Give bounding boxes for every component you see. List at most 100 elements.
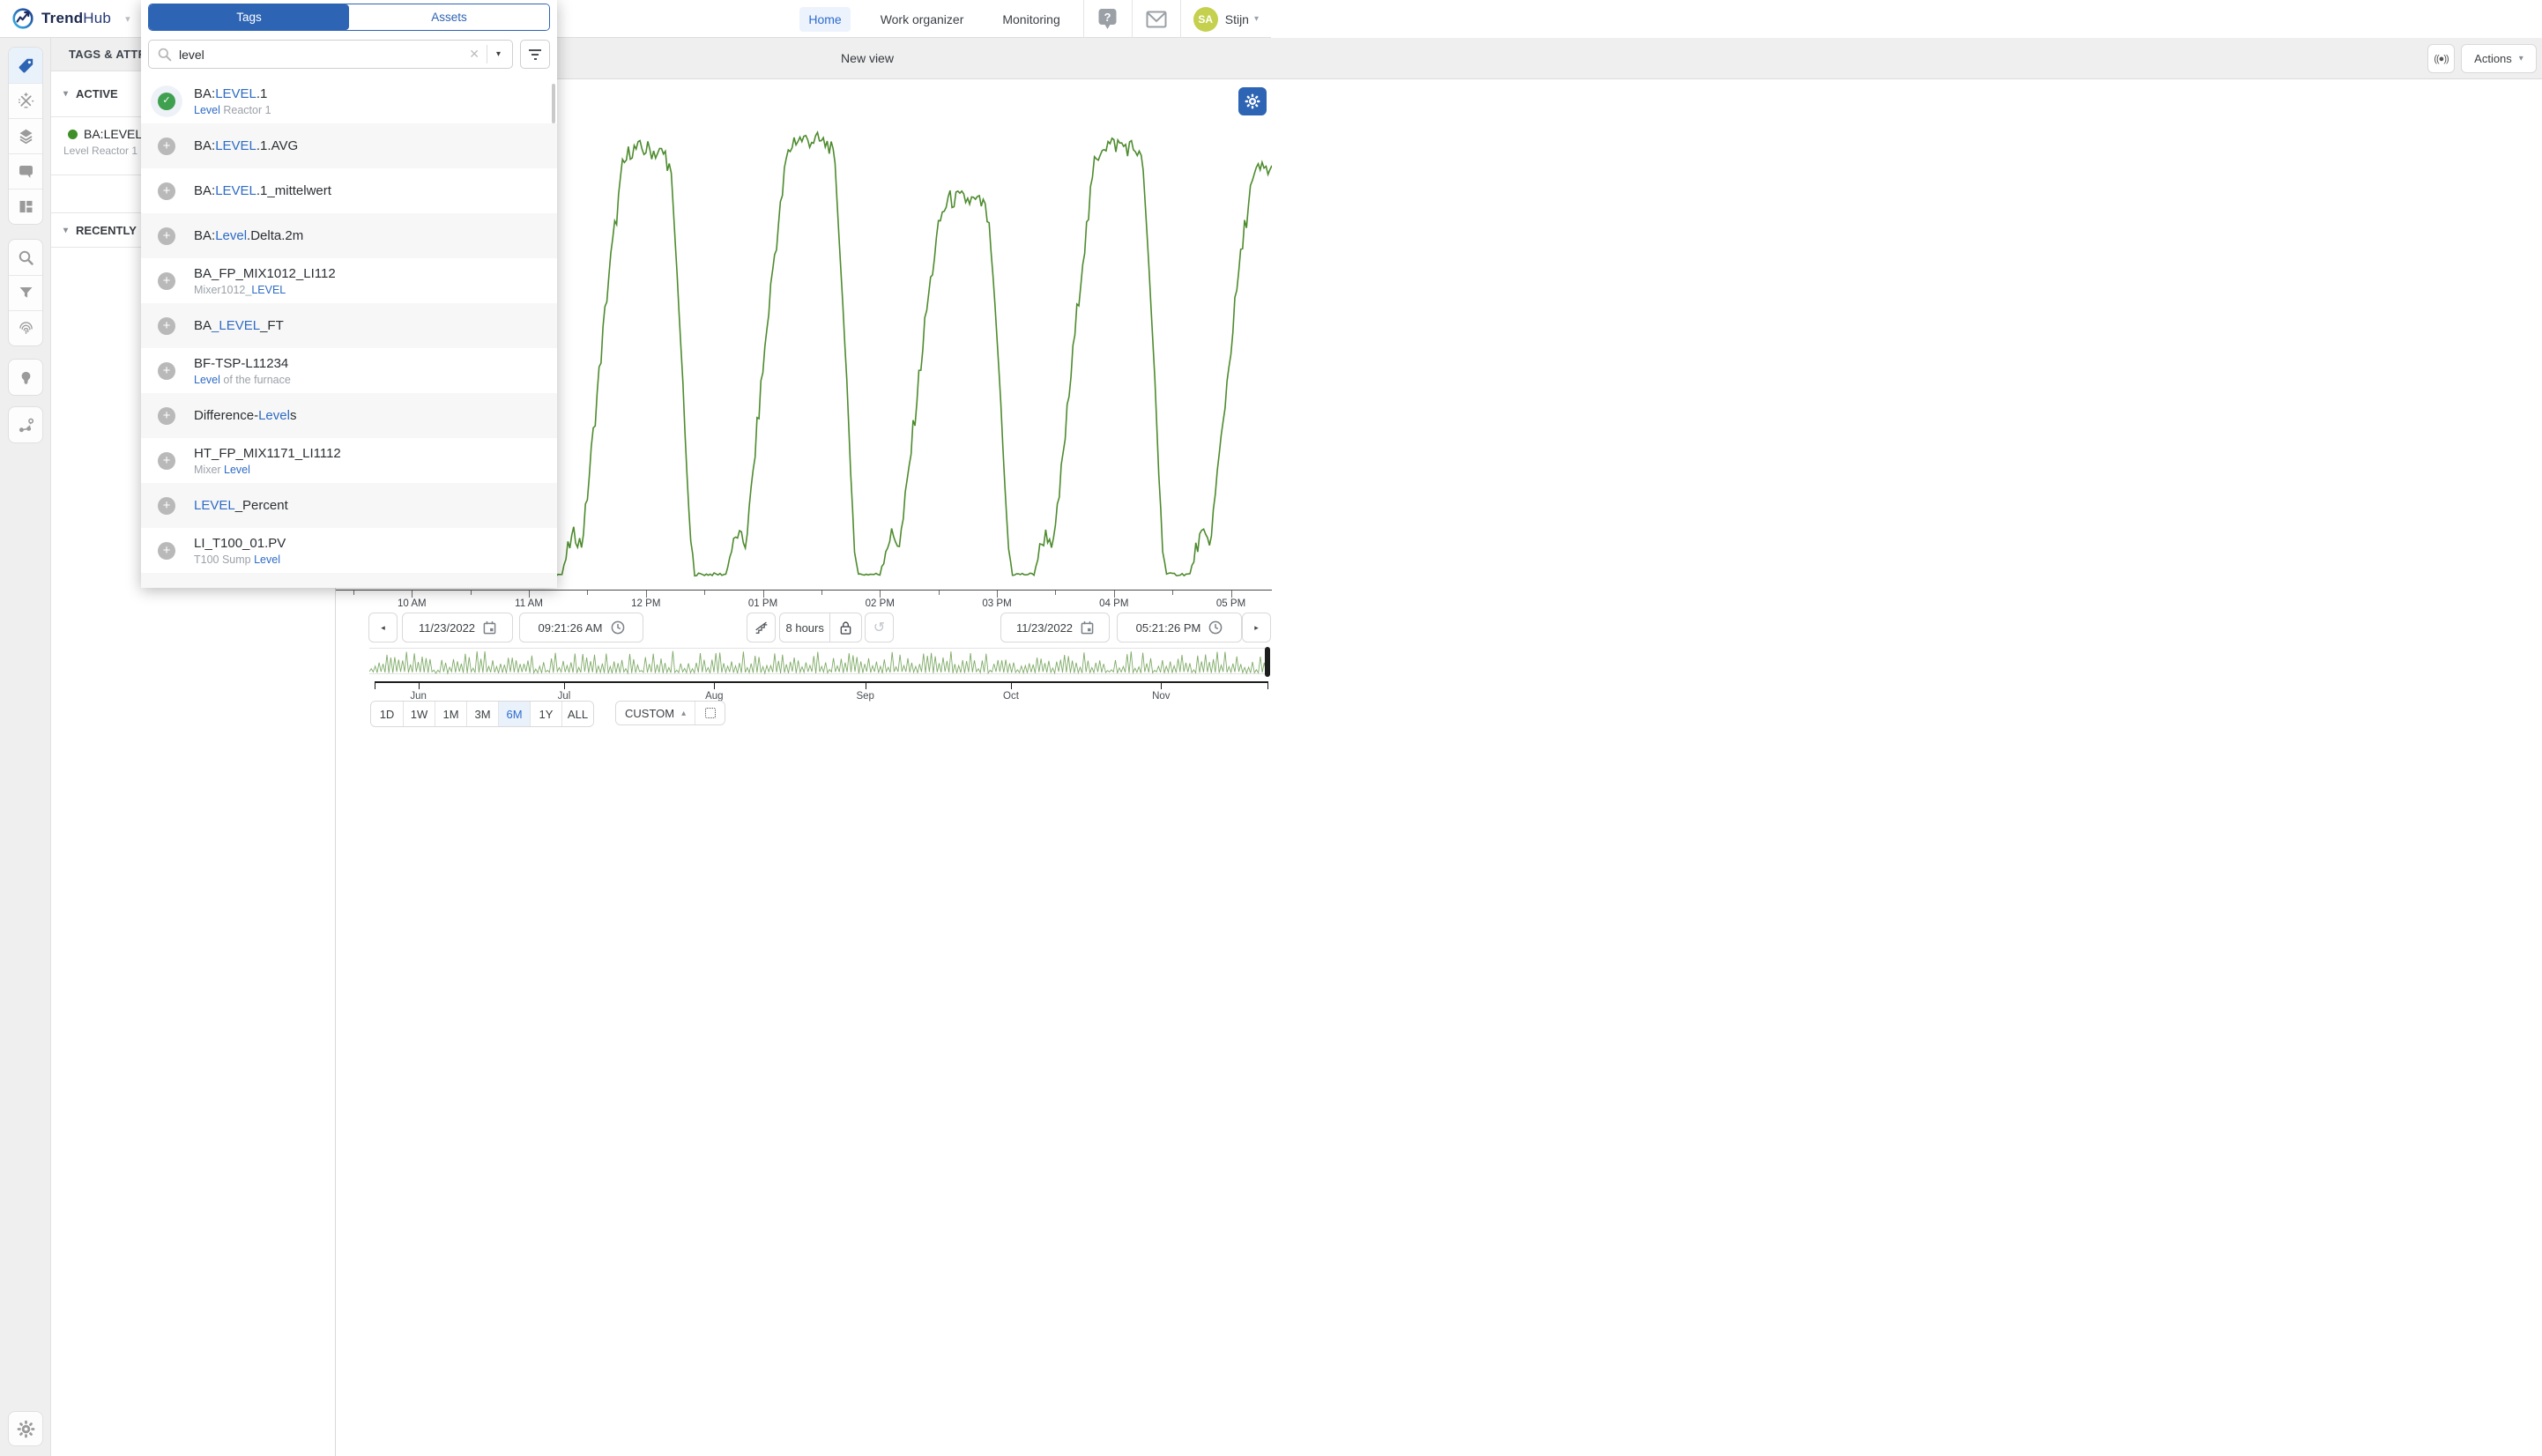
chart-settings-button[interactable] (1238, 87, 1267, 115)
range-3m[interactable]: 3M (466, 702, 498, 726)
tab-tags[interactable]: Tags (149, 4, 349, 30)
history-button[interactable]: ↺ (865, 613, 894, 643)
sidebar-item-fingerprint[interactable] (9, 310, 42, 345)
page-title: New view (841, 51, 894, 65)
tab-assets[interactable]: Assets (349, 4, 549, 30)
duration-button[interactable]: 8 hours (785, 620, 824, 635)
clear-search-icon[interactable]: ✕ (469, 47, 479, 61)
add-tag-button[interactable]: + (158, 496, 175, 515)
start-time-button[interactable]: 09:21:26 AM (519, 613, 643, 643)
avatar[interactable]: SA (1193, 6, 1218, 32)
pan-right-button[interactable]: ▸ (1242, 613, 1271, 643)
live-broadcast-button[interactable]: ((●)) (2427, 44, 2455, 73)
overview-drag-handle[interactable] (1265, 647, 1270, 677)
tag-result-row[interactable]: + BA_LEVEL_FT (141, 303, 557, 348)
result-title: BA:LEVEL.1_mittelwert (194, 183, 331, 198)
result-title: BA:LEVEL.1.AVG (194, 138, 299, 153)
add-tag-button[interactable]: + (158, 316, 175, 335)
add-tag-button[interactable]: + (158, 137, 175, 155)
tag-result-row[interactable]: + BF-TSP-L11234 Level of the furnace (141, 348, 557, 393)
range-1y[interactable]: 1Y (530, 702, 561, 726)
x-minor-tick (938, 591, 940, 595)
add-tag-button[interactable]: + (158, 271, 175, 290)
user-name[interactable]: Stijn (1224, 11, 1249, 26)
tag-result-row[interactable]: + BA:LEVEL.1_mittelwert (141, 168, 557, 213)
range-all[interactable]: ALL (561, 702, 593, 726)
sidebar-item-comment[interactable] (9, 153, 42, 189)
search-options-caret-icon[interactable]: ▾ (495, 49, 501, 59)
filter-icon (529, 48, 541, 51)
range-1w[interactable]: 1W (403, 702, 435, 726)
tag-result-row[interactable]: + Difference-Levels (141, 393, 557, 438)
tag-result-row[interactable]: + LEVEL_Percent (141, 483, 557, 528)
custom-range-button[interactable]: CUSTOM ▴ (616, 702, 695, 724)
tag-result-row[interactable]: ✓ BA:LEVEL.1 Level Reactor 1 (141, 78, 557, 123)
end-time-button[interactable]: 05:21:26 PM (1117, 613, 1242, 643)
result-state: + (151, 310, 182, 342)
divider (1131, 0, 1133, 38)
axis-end-tick (1267, 683, 1268, 689)
actions-label: Actions (2474, 52, 2512, 65)
duration-group: 8 hours (779, 613, 862, 643)
add-tag-button[interactable]: + (158, 361, 175, 380)
user-menu-caret-icon[interactable]: ▾ (1253, 14, 1259, 24)
sidebar-item-settings[interactable] (8, 1411, 43, 1446)
search-input[interactable] (179, 47, 463, 62)
tag-result-row[interactable]: + HT_FP_MIX1171_LI1112 Mixer Level (141, 438, 557, 483)
add-tag-button[interactable]: + (158, 227, 175, 245)
nav-item-work-organizer[interactable]: Work organizer (880, 11, 964, 26)
recently-section-label: RECENTLY (76, 223, 137, 237)
tag-result-row[interactable]: + BA:Level.Delta.2m (141, 213, 557, 258)
add-tag-button[interactable]: + (158, 451, 175, 470)
tag-result-row[interactable]: + BA:LEVEL.1.AVG (141, 123, 557, 168)
result-state: ✓ (151, 85, 182, 117)
chevron-down-icon: ▾ (63, 89, 69, 99)
result-title: BA_FP_MIX1012_LI112 (194, 265, 336, 281)
lock-duration-button[interactable] (829, 613, 861, 642)
gear-icon (1245, 93, 1260, 109)
chevron-down-icon: ▾ (2518, 54, 2523, 63)
sidebar-item-funnel[interactable] (9, 275, 42, 310)
sidebar-item-lightbulb[interactable] (9, 360, 42, 395)
nav-item-monitoring[interactable]: Monitoring (1002, 11, 1060, 26)
added-check-icon[interactable]: ✓ (158, 92, 175, 110)
series-color-dot (68, 129, 78, 139)
range-6m[interactable]: 6M (498, 702, 530, 726)
dashboard-icon (19, 200, 32, 213)
tag-result-row[interactable]: + LI_T100_01.PV T100 Sump Level (141, 528, 557, 573)
chevron-down-icon: ▾ (63, 225, 69, 235)
sidebar-item-tag[interactable] (9, 48, 42, 83)
result-title: BA:LEVEL.1 (194, 85, 268, 101)
add-tag-button[interactable]: + (158, 182, 175, 200)
sidebar-item-layers[interactable] (9, 118, 42, 153)
end-date-button[interactable]: 11/23/2022 (1000, 613, 1110, 643)
tag-result-row[interactable]: + BA_FP_MIX1012_LI112 Mixer1012_LEVEL (141, 258, 557, 303)
x-minor-tick (1172, 591, 1174, 595)
messages-button[interactable] (1136, 0, 1177, 38)
sidebar-item-formula[interactable] (9, 83, 42, 118)
clock-icon (611, 620, 624, 635)
pan-left-button[interactable]: ◂ (368, 613, 398, 643)
filter-button[interactable] (520, 40, 550, 69)
search-results-list: ✓ BA:LEVEL.1 Level Reactor 1 + BA:LEVEL.1.AV… (141, 78, 557, 588)
range-1d[interactable]: 1D (371, 702, 403, 726)
nav-item-home[interactable]: Home (799, 6, 851, 32)
interpolation-mode-button[interactable] (747, 613, 776, 643)
result-title: BA_LEVEL_FT (194, 318, 284, 333)
range-1m[interactable]: 1M (435, 702, 466, 726)
popup-scrollbar[interactable] (552, 84, 555, 123)
partial-row (141, 573, 557, 588)
fit-view-button[interactable] (695, 702, 725, 724)
sidebar-item-network[interactable] (9, 407, 42, 442)
help-button[interactable]: ? (1088, 0, 1128, 38)
actions-button[interactable]: Actions ▾ (2461, 44, 2537, 73)
add-tag-button[interactable]: + (158, 406, 175, 425)
overview-chart-svg (369, 650, 1270, 675)
sidebar-item-dashboard[interactable] (9, 189, 42, 224)
sidebar-item-search[interactable] (9, 240, 42, 275)
add-tag-button[interactable]: + (158, 541, 175, 560)
trendhub-logo[interactable]: TrendHub (11, 7, 111, 30)
context-overview-strip[interactable] (369, 647, 1270, 677)
start-date-button[interactable]: 11/23/2022 (402, 613, 513, 643)
product-switcher-caret-icon[interactable]: ▾ (125, 13, 130, 25)
